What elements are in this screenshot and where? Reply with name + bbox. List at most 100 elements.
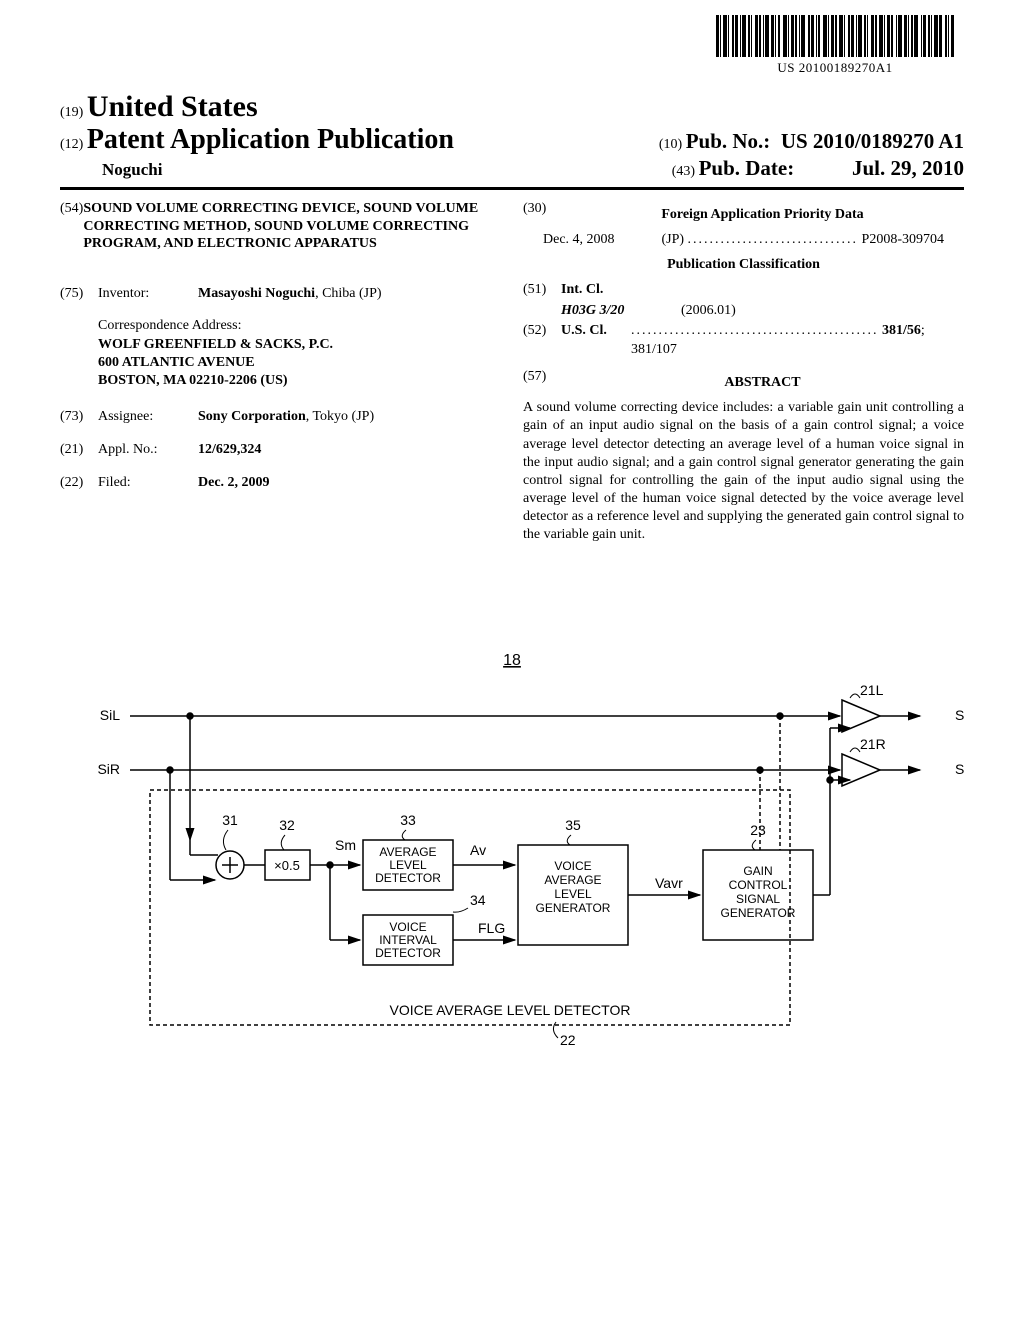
title-text: SOUND VOLUME CORRECTING DEVICE, SOUND VO… — [83, 200, 501, 253]
header-rule — [60, 187, 964, 190]
pub-type-text: Patent Application Publication — [87, 124, 454, 155]
abstract-num: (57) — [523, 368, 561, 399]
foreign-num: (30) — [523, 200, 561, 231]
label-SoR: SoR — [955, 761, 964, 777]
inventor-val: Masayoshi Noguchi, Chiba (JP) — [198, 285, 501, 304]
fig-ref-18: 18 — [503, 652, 521, 669]
label-x05: ×0.5 — [274, 858, 300, 873]
barcode-text: US 20100189270A1 — [716, 60, 954, 76]
author: Noguchi — [60, 160, 162, 180]
label-Sm: Sm — [335, 837, 356, 853]
appl-label: Appl. No.: — [98, 441, 198, 460]
label-box33-1: AVERAGE — [379, 845, 436, 859]
label-31: 31 — [222, 812, 238, 828]
corr1: WOLF GREENFIELD & SACKS, P.C. — [98, 336, 501, 354]
label-35: 35 — [565, 817, 581, 833]
intcl-num: (51) — [523, 281, 561, 300]
intcl-date: (2006.01) — [631, 302, 964, 321]
abstract-heading: ABSTRACT — [561, 374, 964, 393]
uscl-label: U.S. Cl. — [561, 322, 631, 360]
svg-text:LEVEL: LEVEL — [554, 887, 592, 901]
priority-line: Dec. 4, 2008 (JP) ......................… — [523, 231, 964, 250]
biblio-columns: (54) SOUND VOLUME CORRECTING DEVICE, SOU… — [60, 200, 964, 545]
field-abstract-heading: (57) ABSTRACT — [523, 368, 964, 399]
left-column: (54) SOUND VOLUME CORRECTING DEVICE, SOU… — [60, 200, 501, 545]
corr-label: Correspondence Address: — [98, 317, 501, 335]
pubclass-heading: Publication Classification — [523, 256, 964, 275]
foreign-date: Dec. 4, 2008 — [543, 231, 615, 250]
country-num: (19) — [60, 105, 83, 120]
label-22: 22 — [560, 1032, 576, 1048]
field-title: (54) SOUND VOLUME CORRECTING DEVICE, SOU… — [60, 200, 501, 271]
svg-text:CONTROL: CONTROL — [729, 878, 788, 892]
intcl-code: H03G 3/20 — [561, 302, 631, 321]
appl-val: 12/629,324 — [198, 441, 501, 460]
intcl-label: Int. Cl. — [561, 281, 631, 300]
pub-no-num: (10) — [659, 137, 682, 152]
field-uscl: (52) U.S. Cl. ..........................… — [523, 322, 964, 360]
label-34: 34 — [470, 892, 486, 908]
right-column: (30) Foreign Application Priority Data D… — [523, 200, 964, 545]
field-filed: (22) Filed: Dec. 2, 2009 — [60, 474, 501, 493]
svg-text:VOICE: VOICE — [389, 920, 426, 934]
corr2: 600 ATLANTIC AVENUE — [98, 354, 501, 372]
label-32: 32 — [279, 817, 295, 833]
label-33: 33 — [400, 812, 416, 828]
label-SoL: SoL — [955, 707, 964, 723]
filed-val: Dec. 2, 2009 — [198, 474, 501, 493]
label-21L: 21L — [860, 682, 884, 698]
label-SiR: SiR — [97, 761, 120, 777]
filed-label: Filed: — [98, 474, 198, 493]
assignee-label: Assignee: — [98, 408, 198, 427]
svg-text:INTERVAL: INTERVAL — [379, 933, 437, 947]
pub-no-label: Pub. No.: — [686, 129, 771, 153]
label-Vavr: Vavr — [655, 875, 683, 891]
abstract-text: A sound volume correcting device include… — [523, 399, 964, 545]
svg-text:DETECTOR: DETECTOR — [375, 946, 441, 960]
uscl-num: (52) — [523, 322, 561, 360]
inventor-label: Inventor: — [98, 285, 198, 304]
inventor-num: (75) — [60, 285, 98, 304]
svg-text:AVERAGE: AVERAGE — [544, 873, 601, 887]
field-assignee: (73) Assignee: Sony Corporation, Tokyo (… — [60, 408, 501, 427]
label-21R: 21R — [860, 736, 886, 752]
corr3: BOSTON, MA 02210-2206 (US) — [98, 372, 501, 390]
svg-text:GENERATOR: GENERATOR — [721, 906, 796, 920]
foreign-country: (JP) — [661, 232, 684, 247]
barcode — [716, 15, 954, 57]
pub-date-num: (43) — [672, 164, 695, 179]
label-SiL: SiL — [100, 707, 120, 723]
uscl-val: ........................................… — [631, 322, 964, 360]
field-inventor: (75) Inventor: Masayoshi Noguchi, Chiba … — [60, 285, 501, 304]
pub-type-num: (12) — [60, 137, 83, 152]
figure-svg: 18 SiL 21L SoL SiR 21R SoR VOICE AVERAGE… — [60, 650, 964, 1070]
field-appl: (21) Appl. No.: 12/629,324 — [60, 441, 501, 460]
country: United States — [87, 90, 258, 123]
assignee-val: Sony Corporation, Tokyo (JP) — [198, 408, 501, 427]
field-foreign-heading: (30) Foreign Application Priority Data — [523, 200, 964, 231]
label-23: 23 — [750, 822, 766, 838]
pub-no: (10) Pub. No.: US 2010/0189270 A1 — [659, 129, 964, 154]
assignee-num: (73) — [60, 408, 98, 427]
pub-date: (43) Pub. Date: Jul. 29, 2010 — [672, 156, 964, 181]
figure: 18 SiL 21L SoL SiR 21R SoR VOICE AVERAGE… — [60, 650, 964, 1070]
field-intcl: (51) Int. Cl. — [523, 281, 964, 300]
svg-text:GAIN: GAIN — [743, 864, 772, 878]
barcode-area: US 20100189270A1 — [716, 15, 954, 76]
svg-text:VOICE: VOICE — [554, 859, 591, 873]
label-FLG: FLG — [478, 920, 505, 936]
label-box33-3: DETECTOR — [375, 871, 441, 885]
label-box33-2: LEVEL — [389, 858, 427, 872]
foreign-no: P2008-309704 — [862, 232, 944, 247]
pub-date-label: Pub. Date: — [699, 156, 795, 180]
pub-type: (12) Patent Application Publication — [60, 124, 454, 156]
foreign-dots: ............................... — [688, 232, 859, 247]
svg-text:SIGNAL: SIGNAL — [736, 892, 780, 906]
svg-text:GENERATOR: GENERATOR — [536, 901, 611, 915]
appl-num: (21) — [60, 441, 98, 460]
header: (19) United States (12) Patent Applicati… — [60, 90, 964, 181]
header-country: (19) United States — [60, 90, 964, 124]
title-num: (54) — [60, 200, 83, 271]
label-box22: VOICE AVERAGE LEVEL DETECTOR — [390, 1002, 631, 1018]
pub-date-val: Jul. 29, 2010 — [852, 156, 964, 180]
